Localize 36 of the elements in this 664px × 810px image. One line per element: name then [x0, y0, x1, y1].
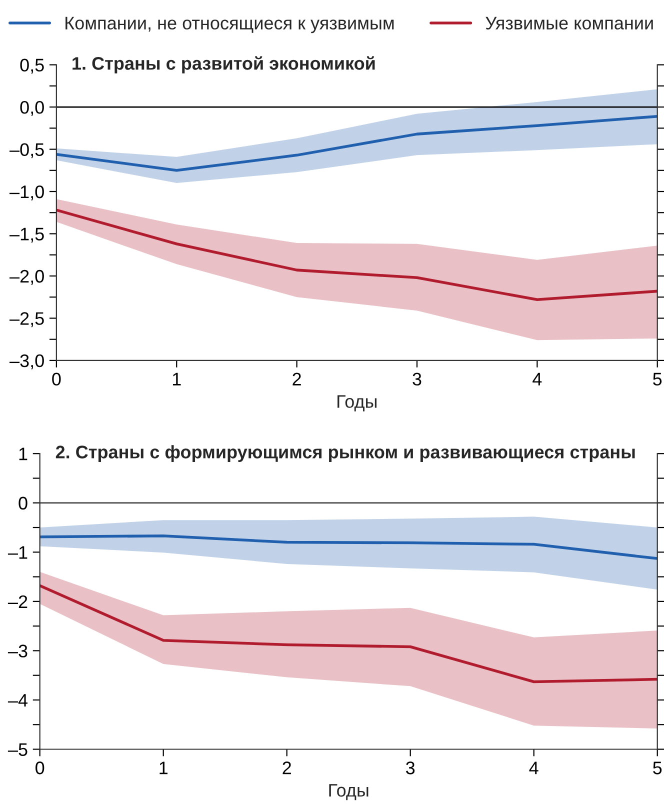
- x-tick-label: 3: [406, 762, 415, 774]
- y-tick-label: –4: [8, 694, 28, 707]
- x-axis-title: Годы: [338, 395, 376, 412]
- y-tick-label: –1,5: [9, 228, 44, 243]
- x-tick-label: 5: [653, 372, 662, 386]
- y-tick-label: 0,0: [20, 100, 44, 116]
- y-tick-label: –1: [8, 546, 28, 559]
- y-tick-label: –1,0: [9, 185, 44, 200]
- line-series: [56, 114, 658, 172]
- x-tick-label: 2: [282, 762, 291, 774]
- y-tick-label: –3,0: [9, 354, 44, 370]
- chart-title: 1. Страны с развитой экономикой: [72, 56, 375, 74]
- y-tick-label: –0,5: [9, 143, 44, 158]
- y-tick-label: 0,5: [20, 58, 44, 74]
- x-tick-label: 2: [292, 372, 301, 386]
- y-tick-label: –2: [8, 595, 28, 608]
- x-axis-title: Годы: [329, 784, 368, 800]
- y-tick-label: –3: [8, 644, 28, 658]
- line-series: [56, 208, 658, 302]
- x-tick-label: 5: [653, 762, 662, 774]
- x-tick-label: 1: [172, 372, 181, 386]
- y-tick-label: –2,5: [9, 312, 44, 328]
- legend-label: Компании, не относящиеся к уязвимым: [66, 16, 394, 34]
- x-tick-label: 4: [529, 762, 538, 774]
- x-tick-label: 4: [532, 372, 542, 386]
- line-series: [40, 584, 658, 684]
- x-tick-label: 1: [160, 762, 168, 774]
- x-tick-label: 0: [52, 372, 61, 386]
- y-tick-label: –5: [8, 743, 28, 756]
- line-series: [40, 534, 658, 560]
- legend-label: Уязвимые компании: [486, 16, 653, 30]
- y-tick-label: 1: [19, 448, 28, 460]
- y-tick-label: 0: [18, 496, 28, 510]
- y-tick-label: –2,0: [9, 270, 44, 285]
- chart-title: 2. Страны с формирующимся рынком и развивающиеся страны: [56, 445, 635, 462]
- x-tick-label: 3: [412, 372, 422, 386]
